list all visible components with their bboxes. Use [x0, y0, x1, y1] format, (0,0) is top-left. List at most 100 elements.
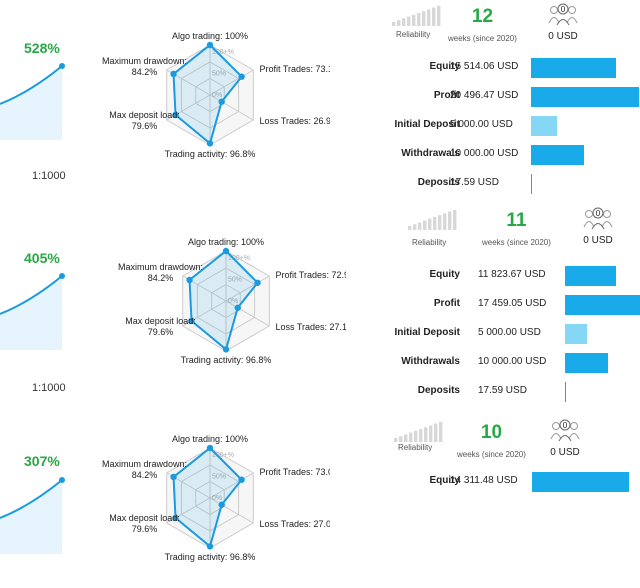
- radar-axis-label: Maximum drawdown: 84.2%: [102, 459, 187, 480]
- reliability-bar: [412, 14, 416, 26]
- stat-bar: [565, 382, 566, 402]
- weeks-number: 12: [471, 6, 494, 27]
- stat-label: Initial Deposit: [394, 119, 460, 130]
- leverage-label: 1:1000: [32, 170, 66, 182]
- radar-axis-label: Trading activity: 96.8%: [165, 149, 256, 159]
- reliability-bar: [438, 215, 442, 230]
- weeks-number: 10: [480, 422, 503, 443]
- stat-bar: [565, 353, 608, 373]
- radar-point: [238, 73, 245, 80]
- radar-axis-label: Algo trading: 100%: [172, 434, 248, 444]
- radar-point: [218, 98, 225, 105]
- stat-row: Profit 17 459.05 USD: [0, 293, 640, 315]
- reliability-bar: [437, 5, 441, 27]
- radar-tick-label: 100+%: [228, 255, 250, 262]
- stat-label: Deposits: [417, 385, 460, 396]
- radar-point: [206, 41, 214, 49]
- radar-axis-label: Max deposit load: 79.6%: [125, 316, 196, 337]
- stat-row: Withdrawals 10 000.00 USD: [0, 143, 640, 165]
- subscribers-block: 0 0 USD: [580, 206, 616, 246]
- reliability-bar: [448, 211, 452, 230]
- signal-card[interactable]: 405% 1:1000 100+% 50% 0% Algo trading: 100% Pr…: [0, 0, 640, 480]
- radar-point: [172, 111, 179, 119]
- reliability-bar: [418, 222, 422, 230]
- reliability-indicator: Reliability: [392, 4, 444, 39]
- reliability-bar: [392, 22, 396, 26]
- radar-point: [188, 317, 195, 325]
- reliability-bar: [424, 427, 428, 442]
- growth-line: [0, 65, 63, 105]
- reliability-bars-icon: [408, 209, 457, 230]
- stat-row: Initial Deposit 5 000.00 USD: [0, 322, 640, 344]
- radar-point: [170, 70, 177, 78]
- radar-point: [218, 501, 225, 508]
- stat-value: 10 000.00 USD: [478, 356, 547, 367]
- stat-bar: [565, 266, 616, 286]
- growth-chart: [0, 273, 65, 350]
- person-group-icon: 0: [583, 207, 613, 230]
- reliability-bar: [409, 432, 413, 442]
- radar-point: [170, 473, 177, 481]
- weeks-since-label: weeks (since 2020): [482, 238, 551, 247]
- weeks-counter: 11 weeks (since 2020): [482, 210, 551, 250]
- radar-axis-label: Trading activity: 96.8%: [165, 552, 256, 562]
- reliability-indicator: Reliability: [408, 208, 460, 247]
- weeks-number: 11: [506, 210, 527, 231]
- radar-point: [206, 140, 214, 147]
- stat-value: 17 459.05 USD: [478, 298, 547, 309]
- stat-label: Equity: [429, 475, 460, 486]
- reliability-bar: [399, 436, 403, 442]
- stat-bar: [565, 324, 587, 344]
- stat-row: Equity 15 514.06 USD: [0, 56, 640, 78]
- growth-line: [0, 275, 63, 315]
- person-group-icon: 0: [550, 419, 580, 442]
- radar-chart: 100+%50%0%Algo trading: 100%Profit Trade…: [102, 434, 331, 562]
- radar-point: [234, 304, 241, 311]
- stat-bar: [532, 472, 630, 492]
- stat-value: 5 000.00 USD: [478, 327, 541, 338]
- weeks-since-label: weeks (since 2020): [457, 450, 526, 459]
- radar-axis-label: Profit Trades: 73.1%: [260, 64, 331, 74]
- stat-row: Deposits 17.59 USD: [0, 172, 640, 194]
- reliability-bar: [408, 226, 412, 230]
- radar-tick-label: 100+%: [212, 452, 234, 459]
- reliability-bar: [402, 18, 406, 26]
- radar-axis-label: Trading activity: 96.8%: [181, 355, 272, 365]
- reliability-bar: [423, 220, 427, 230]
- stat-value: 17.59 USD: [478, 385, 527, 396]
- reliability-bars-icon: [392, 5, 441, 27]
- reliability-indicator: Reliability: [394, 420, 446, 452]
- weeks-counter: 12 weeks (since 2020): [448, 6, 517, 46]
- radar-tick-label: 50%: [212, 474, 226, 481]
- weeks-since-label: weeks (since 2020): [448, 34, 517, 43]
- stat-label: Profit: [433, 90, 460, 101]
- subscribers-usd: 0 USD: [583, 235, 613, 246]
- stat-value: 17.59 USD: [450, 177, 499, 188]
- reliability-bar: [417, 13, 421, 26]
- signal-card[interactable]: 307% 100+% 50% 0% Algo trading: 100% Profit T…: [0, 0, 640, 562]
- reliability-bar: [422, 11, 426, 26]
- subscribers-block: 0 0 USD: [547, 418, 583, 458]
- radar-spoke: [225, 300, 270, 327]
- radar-axis-label: Maximum drawdown: 84.2%: [102, 56, 187, 77]
- stat-bar: [531, 174, 533, 194]
- gain-percent: 405%: [24, 250, 60, 266]
- radar-spoke: [225, 275, 270, 302]
- gain-percent: 528%: [24, 40, 60, 56]
- weeks-counter: 10 weeks (since 2020): [457, 422, 526, 462]
- radar-axis-label: Loss Trades: 27.1%: [276, 322, 347, 332]
- person-group-icon: 0: [548, 3, 578, 26]
- signal-card[interactable]: 528% 1:1000 100+% 50% 0% Algo trading: 100% Pr…: [0, 0, 640, 480]
- reliability-bars-icon: [394, 421, 443, 442]
- radar-axis-label: Maximum drawdown: 84.2%: [118, 262, 203, 283]
- growth-end-point: [59, 273, 65, 279]
- stat-bar: [531, 58, 617, 78]
- radar-axis-label: Profit Trades: 73.0%: [260, 467, 331, 477]
- stat-label: Initial Deposit: [394, 327, 460, 338]
- radar-point: [222, 346, 230, 353]
- reliability-bar: [394, 438, 398, 442]
- radar-point: [186, 276, 193, 284]
- stat-value: 10 000.00 USD: [450, 148, 519, 159]
- reliability-bar: [397, 20, 401, 26]
- gain-percent: 307%: [24, 453, 60, 469]
